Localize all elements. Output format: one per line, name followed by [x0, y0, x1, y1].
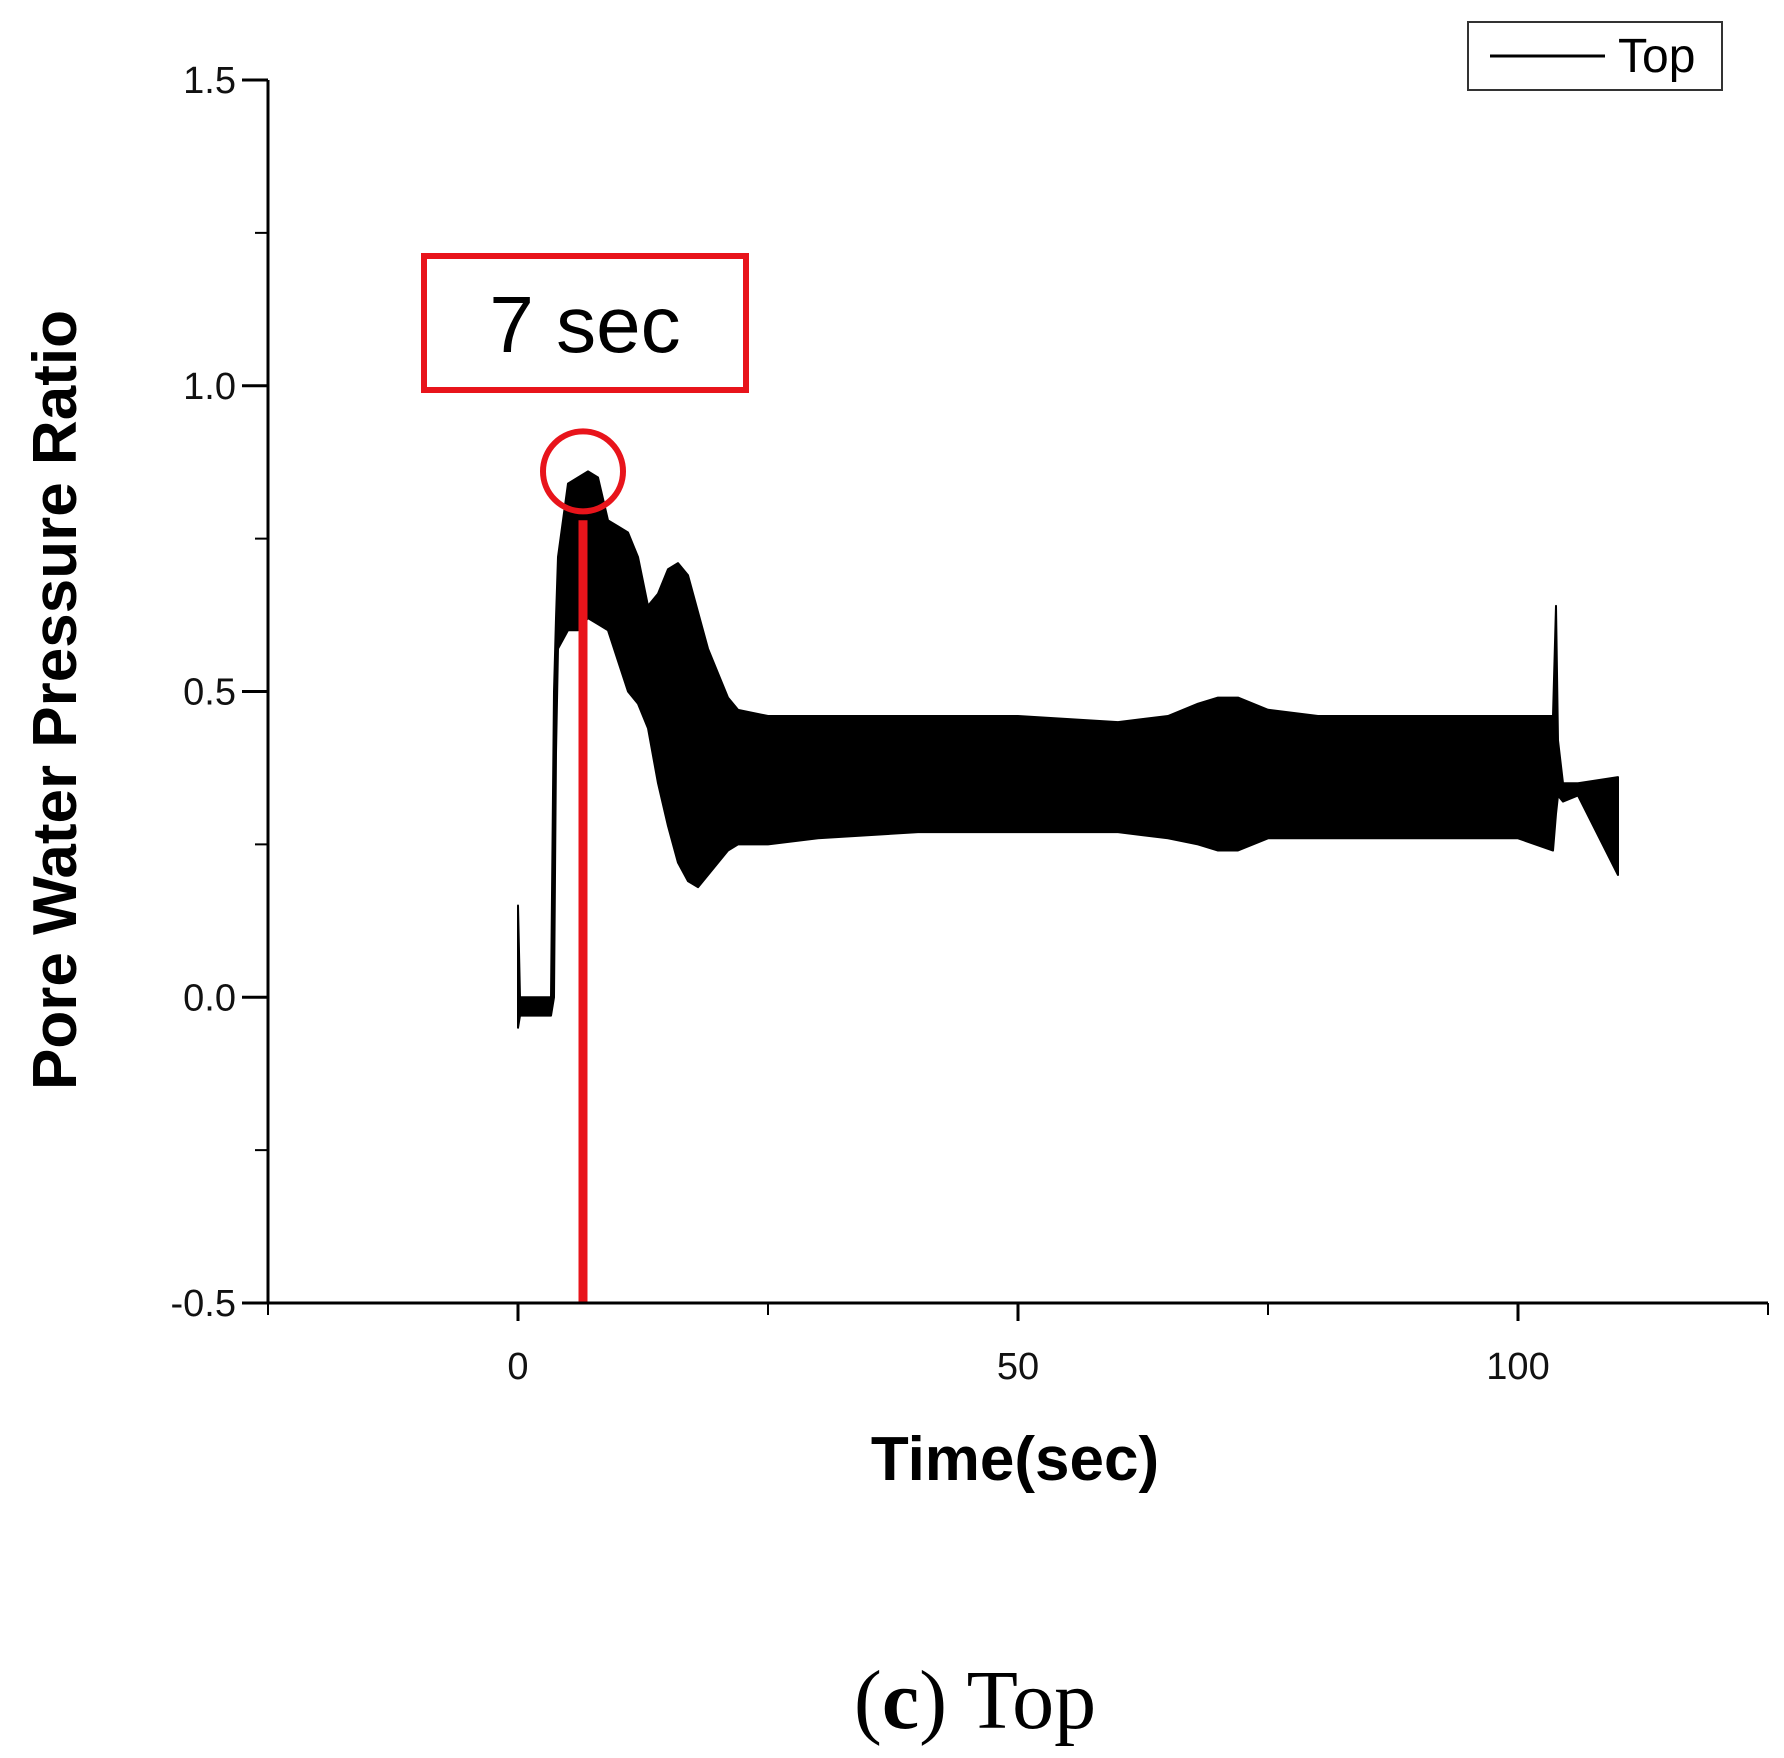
legend: Top	[1467, 21, 1723, 91]
caption-text: Top	[947, 1654, 1096, 1747]
caption-close-paren: )	[919, 1654, 947, 1747]
x-tick-label: 0	[507, 1346, 528, 1388]
x-tick-label: 100	[1486, 1346, 1549, 1388]
x-axis-title: Time(sec)	[871, 1425, 1159, 1494]
annotation-box	[421, 253, 749, 393]
y-tick-label: 0.0	[183, 977, 236, 1019]
x-tick-label: 50	[997, 1346, 1039, 1388]
y-tick-label: -0.5	[171, 1283, 236, 1325]
figure-caption: (c) Top	[854, 1654, 1096, 1747]
y-tick-label: 1.5	[183, 60, 236, 102]
annotation-7sec: 7 sec	[421, 253, 749, 393]
y-tick-label: 1.0	[183, 366, 236, 408]
series-top-band	[517, 470, 1619, 1029]
peak-circle	[540, 428, 626, 515]
caption-label: c	[882, 1654, 919, 1747]
axes: -0.5 0.0 0.5 1.0 1.5 0 50 100	[171, 60, 1769, 1388]
y-tick-label: 0.5	[183, 672, 236, 714]
legend-label-top: Top	[1618, 30, 1695, 83]
plot-area	[517, 428, 1619, 1303]
annotation-text: 7 sec	[489, 280, 680, 369]
y-axis-title: Pore Water Pressure Ratio	[21, 310, 90, 1090]
caption-open-paren: (	[854, 1654, 882, 1747]
